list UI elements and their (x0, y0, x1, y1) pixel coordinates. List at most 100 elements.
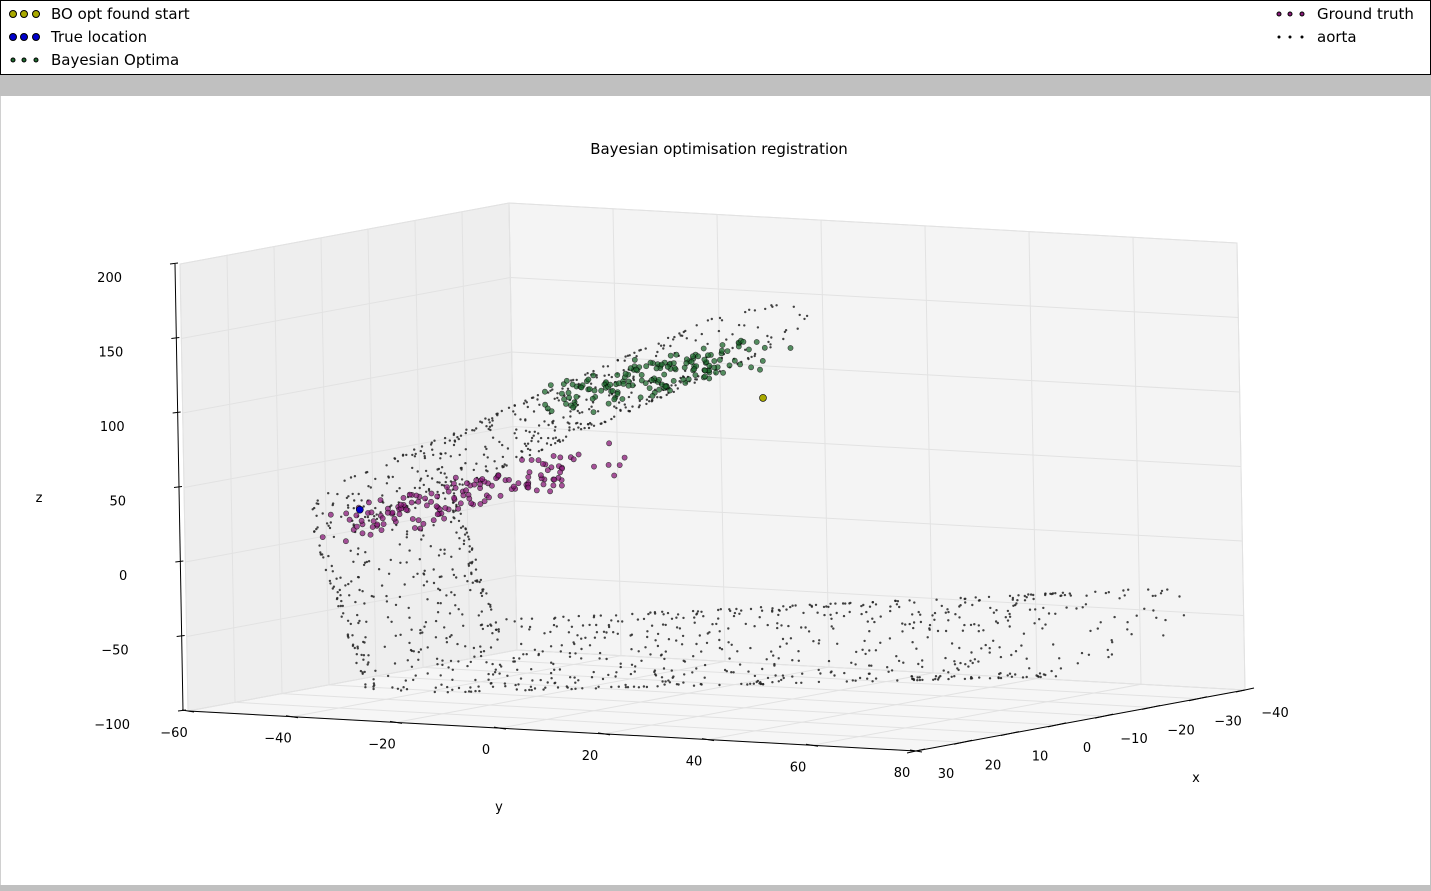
aorta-point (630, 648, 633, 651)
aorta-point (489, 428, 492, 432)
aorta-point (560, 644, 563, 647)
aorta-point (580, 657, 583, 660)
aorta-point (659, 396, 662, 399)
aorta-point (1111, 641, 1114, 644)
axes-panes (179, 202, 1246, 752)
aorta-point (370, 594, 373, 598)
aorta-point (514, 683, 517, 687)
aorta-point (666, 336, 670, 340)
series-point (720, 369, 726, 376)
aorta-point (607, 623, 611, 627)
aorta-point (942, 669, 945, 672)
aorta-point (568, 652, 572, 655)
aorta-point (472, 468, 475, 472)
aorta-point (684, 329, 687, 333)
series-point (642, 380, 649, 386)
aorta-point (1004, 616, 1007, 619)
aorta-point (992, 639, 995, 642)
series-point (417, 525, 424, 532)
aorta-point (493, 460, 496, 463)
series-point (353, 512, 360, 519)
legend-marker (1299, 11, 1305, 17)
aorta-point (964, 663, 967, 666)
aorta-point (700, 332, 703, 336)
aorta-point (1126, 628, 1129, 631)
aorta-point (649, 653, 652, 656)
aorta-point (479, 645, 482, 648)
aorta-point (353, 499, 356, 502)
aorta-point (666, 611, 670, 615)
aorta-point (667, 638, 671, 641)
aorta-point (626, 686, 630, 689)
aorta-point (645, 398, 649, 401)
series-point (374, 521, 381, 528)
aorta-point (458, 453, 461, 457)
series-point (343, 510, 350, 517)
aorta-point (464, 527, 467, 530)
aorta-point (419, 628, 422, 632)
aorta-point (484, 445, 487, 448)
aorta-point (695, 667, 698, 670)
aorta-point (567, 619, 570, 622)
aorta-point (495, 628, 498, 631)
aorta-point (480, 421, 484, 424)
aorta-point (695, 378, 698, 381)
aorta-point (624, 686, 628, 689)
aorta-point (1028, 667, 1031, 670)
aorta-point (593, 636, 597, 639)
aorta-point (366, 470, 369, 474)
aorta-point (674, 384, 677, 387)
legend-marker (1287, 11, 1293, 17)
aorta-point (870, 664, 873, 667)
aorta-point (422, 584, 426, 587)
aorta-point (670, 617, 674, 620)
aorta-point (740, 609, 743, 612)
series-point (614, 372, 621, 378)
x-tick-label: −10 (1120, 732, 1147, 747)
aorta-point (603, 374, 606, 377)
aorta-point (908, 622, 911, 626)
aorta-point (446, 685, 449, 689)
aorta-point (478, 580, 481, 584)
aorta-point (459, 512, 462, 515)
y-tick (597, 732, 611, 736)
aorta-point (661, 623, 665, 626)
aorta-point (336, 591, 339, 594)
aorta-point (512, 660, 515, 663)
y-tick-label: 60 (790, 760, 807, 775)
aorta-point (1151, 594, 1155, 598)
aorta-point (1044, 623, 1047, 626)
aorta-point (771, 610, 774, 613)
aorta-point (817, 642, 820, 645)
aorta-point (363, 515, 367, 519)
aorta-point (1008, 594, 1012, 598)
aorta-point (737, 323, 741, 327)
aorta-point (551, 422, 554, 425)
aorta-point (1135, 614, 1138, 617)
aorta-point (453, 439, 456, 442)
series-point (420, 520, 427, 527)
aorta-point (771, 607, 774, 610)
aorta-point (694, 339, 697, 342)
aorta-point (417, 650, 420, 654)
aorta-point (553, 397, 556, 400)
aorta-point (921, 678, 924, 682)
aorta-point (505, 464, 508, 467)
aorta-point (329, 582, 332, 585)
aorta-point (850, 661, 853, 664)
aorta-point (495, 467, 498, 470)
aorta-point (463, 533, 467, 536)
aorta-point (452, 510, 455, 514)
aorta-point (781, 637, 785, 641)
aorta-point (552, 437, 555, 440)
series-point (620, 380, 627, 387)
aorta-point (321, 553, 324, 556)
aorta-point (413, 455, 417, 458)
series-point (463, 487, 469, 494)
aorta-point (481, 627, 485, 631)
aorta-point (670, 384, 673, 387)
aorta-point (718, 638, 721, 642)
series-point (737, 361, 743, 368)
aorta-point (440, 483, 444, 487)
aorta-point (889, 609, 892, 613)
